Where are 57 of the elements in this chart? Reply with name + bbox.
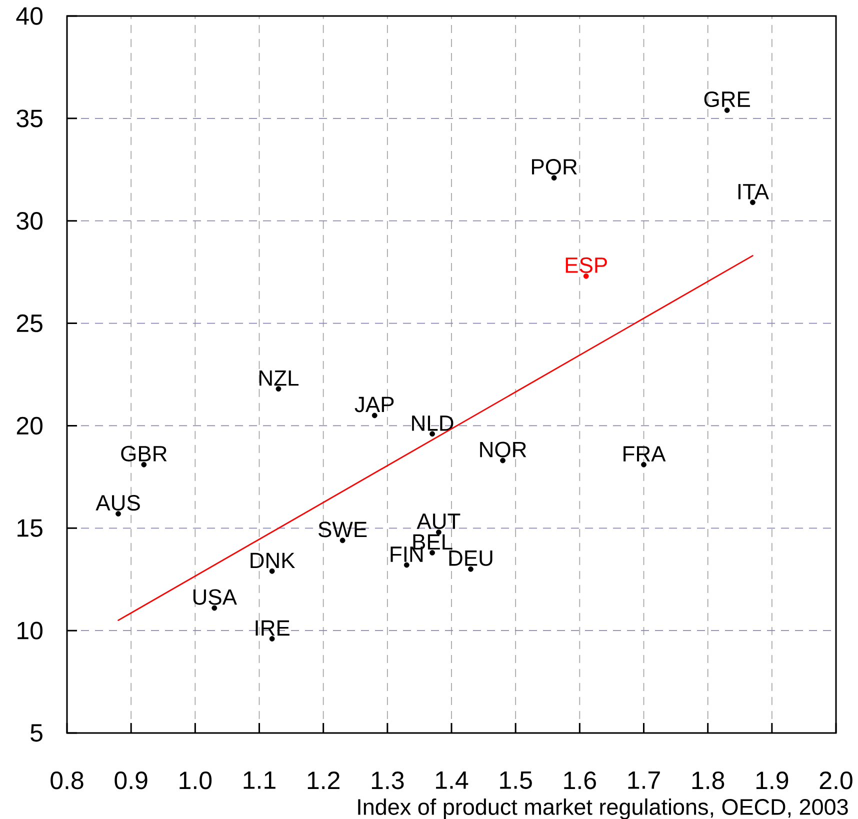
series-label: JAP (354, 396, 394, 412)
point (430, 550, 435, 556)
series-label: DNK (250, 552, 296, 568)
point (404, 562, 410, 568)
x-tick-label: 1.0 (180, 772, 212, 790)
point (583, 273, 589, 279)
y-tick-label: 20 (16, 416, 42, 435)
series-label: GBR (121, 446, 167, 462)
x-tick-label: 1.2 (308, 772, 340, 789)
y-tick-label: 40 (16, 7, 42, 25)
point (141, 462, 147, 468)
x-tick-label: 0.9 (114, 772, 148, 790)
series-label: DEU (449, 550, 492, 566)
x-tick-label: 1.1 (244, 772, 276, 789)
point (116, 511, 121, 516)
x-tick-label: 1.8 (692, 772, 724, 790)
series-label: NLD (412, 416, 454, 431)
point (750, 200, 756, 206)
y-tick-label: 5 (30, 724, 42, 742)
x-tick-label: 2.0 (820, 772, 852, 790)
x-tick-label: 1.9 (756, 772, 788, 790)
point (641, 462, 646, 468)
point (500, 458, 506, 464)
y-tick-label: 25 (16, 314, 42, 332)
x-tick-label: 1.4 (436, 772, 468, 789)
point (468, 566, 474, 572)
series-label: NOR (480, 442, 526, 458)
series-label: POR (532, 159, 577, 175)
point (430, 431, 435, 437)
series-label: SWE (318, 522, 367, 538)
series-label: AUS (96, 495, 140, 511)
y-tick-label: 35 (16, 110, 42, 128)
point (372, 412, 378, 418)
y-tick-label: 15 (18, 519, 42, 537)
point (724, 108, 730, 113)
series-label: AUT (416, 514, 460, 530)
series-label: USA (193, 589, 237, 605)
x-tick-label: 1.7 (628, 772, 660, 789)
point (340, 538, 346, 544)
x-tick-label: 1.3 (372, 772, 404, 790)
point (269, 568, 275, 574)
series-label: GRE (704, 91, 750, 108)
x-tick-label: 1.6 (564, 772, 596, 790)
series-label: IRE (256, 620, 290, 636)
series-label: ESP (566, 257, 607, 273)
x-axis-title: Index of product market regulations, OECD, 2003 (358, 798, 848, 819)
point (551, 175, 557, 181)
y-tick-label: 30 (16, 212, 42, 230)
point (276, 386, 282, 392)
point (269, 636, 275, 642)
series-label: NZL (260, 370, 299, 386)
series-label: ITA (738, 184, 769, 200)
point (212, 605, 218, 611)
y-tick-label: 10 (18, 622, 42, 640)
series-label: FRA (624, 446, 666, 462)
x-tick-label: 1.5 (500, 772, 532, 789)
x-tick-label: 0.8 (50, 772, 84, 790)
